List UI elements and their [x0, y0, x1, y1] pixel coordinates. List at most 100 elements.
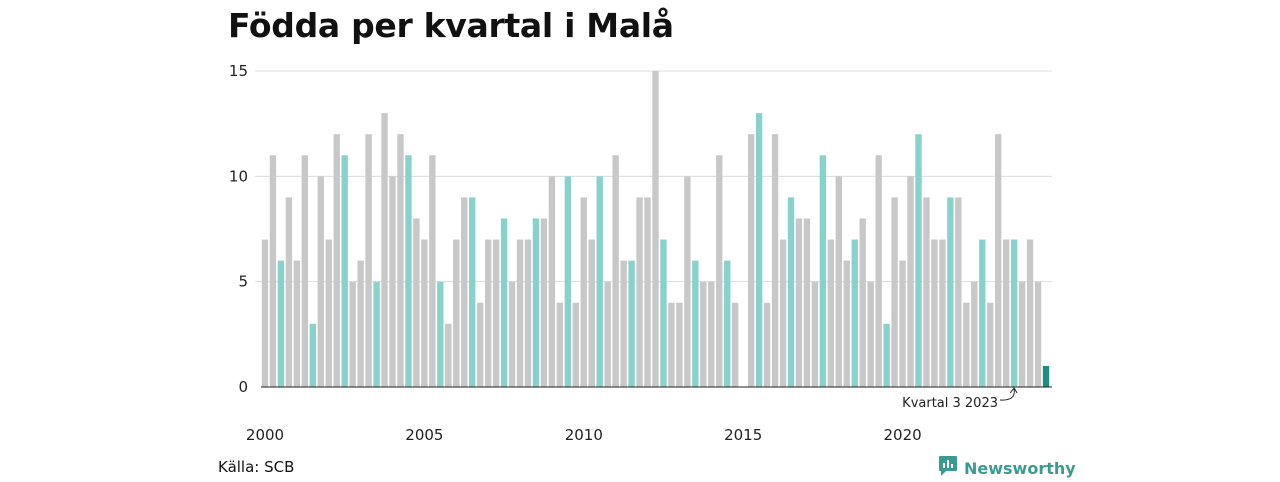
bar [612, 155, 619, 387]
bar [708, 281, 715, 387]
bar [931, 239, 938, 387]
bar [357, 260, 364, 387]
bar [795, 218, 803, 387]
bar [787, 197, 795, 387]
bar [317, 176, 324, 387]
bar [963, 302, 970, 387]
bar [883, 323, 890, 387]
bar [572, 302, 579, 387]
bar [827, 239, 835, 387]
bar [500, 218, 508, 387]
bar [891, 197, 898, 387]
source-label: Källa: SCB [218, 458, 295, 476]
bar [476, 302, 484, 387]
bar [971, 281, 978, 387]
bar [811, 281, 819, 387]
bar [373, 281, 380, 387]
x-tick-label: 2015 [724, 426, 762, 444]
bar [269, 155, 277, 387]
annotation-arrowhead [1009, 387, 1018, 394]
bar [644, 197, 651, 387]
bar [724, 260, 731, 387]
bar [652, 71, 659, 387]
bar [859, 218, 866, 387]
bar [516, 239, 524, 387]
bar [819, 155, 827, 387]
bar [660, 239, 667, 387]
annotation-kvartal-3-2023: Kvartal 3 2023 [902, 387, 1018, 411]
bar [684, 176, 691, 387]
x-tick-label: 2005 [405, 426, 443, 444]
bar [349, 281, 356, 387]
bar-chart: 0 5 10 15 2000 2005 2010 2015 2020 Kvartal 3 20… [229, 62, 1052, 444]
bar [285, 197, 293, 387]
bar [851, 239, 858, 387]
bar [413, 218, 420, 387]
bar [979, 239, 986, 387]
bar [548, 176, 556, 387]
bar [915, 134, 922, 387]
bar [453, 239, 460, 387]
bar [835, 176, 842, 387]
bar [668, 302, 675, 387]
bar [732, 302, 739, 387]
bars [261, 71, 1050, 387]
brand-logo[interactable]: Newsworthy [938, 455, 1076, 482]
bar [676, 302, 683, 387]
bar [524, 239, 532, 387]
y-tick-label: 10 [229, 167, 248, 185]
bar [492, 239, 500, 387]
bar [461, 197, 468, 387]
chart-title: Födda per kvartal i Malå [228, 6, 674, 45]
bar [556, 302, 564, 387]
bar [620, 260, 627, 387]
bar [293, 260, 301, 387]
bar [987, 302, 994, 387]
x-axis-ticks: 2000 2005 2010 2015 2020 [246, 426, 922, 444]
bar [437, 281, 444, 387]
y-tick-label: 0 [238, 378, 248, 396]
bar [389, 176, 396, 387]
bar [596, 176, 603, 387]
bar [325, 239, 332, 387]
newsworthy-logo-icon [938, 455, 958, 482]
bar [365, 134, 372, 387]
bar [692, 260, 699, 387]
y-tick-label: 5 [238, 273, 248, 291]
bar [341, 155, 348, 387]
bar [923, 197, 930, 387]
bar [1034, 281, 1042, 387]
bar [771, 134, 779, 387]
annotation-label: Kvartal 3 2023 [902, 396, 998, 411]
bar [628, 260, 635, 387]
bar [636, 197, 643, 387]
bar [469, 197, 476, 387]
bar [261, 239, 269, 387]
annotation-arrow [999, 388, 1015, 401]
bar [580, 197, 587, 387]
bar [588, 239, 595, 387]
bar [445, 323, 452, 387]
bar [899, 260, 906, 387]
bar [747, 134, 755, 387]
x-tick-label: 2000 [246, 426, 284, 444]
bar [867, 281, 874, 387]
bar [779, 239, 787, 387]
x-tick-label: 2010 [565, 426, 603, 444]
bar [955, 197, 962, 387]
bar [397, 134, 404, 387]
bar [429, 155, 436, 387]
bar [755, 113, 763, 387]
bar [508, 281, 516, 387]
bar [301, 155, 309, 387]
bar [700, 281, 707, 387]
bar [540, 218, 548, 387]
bar [309, 323, 316, 387]
bar [995, 134, 1002, 387]
bar [1002, 239, 1010, 387]
bar [875, 155, 882, 387]
bar [947, 197, 954, 387]
bar [1010, 239, 1018, 387]
y-axis-ticks: 0 5 10 15 [229, 62, 248, 396]
y-tick-label: 15 [229, 62, 248, 80]
